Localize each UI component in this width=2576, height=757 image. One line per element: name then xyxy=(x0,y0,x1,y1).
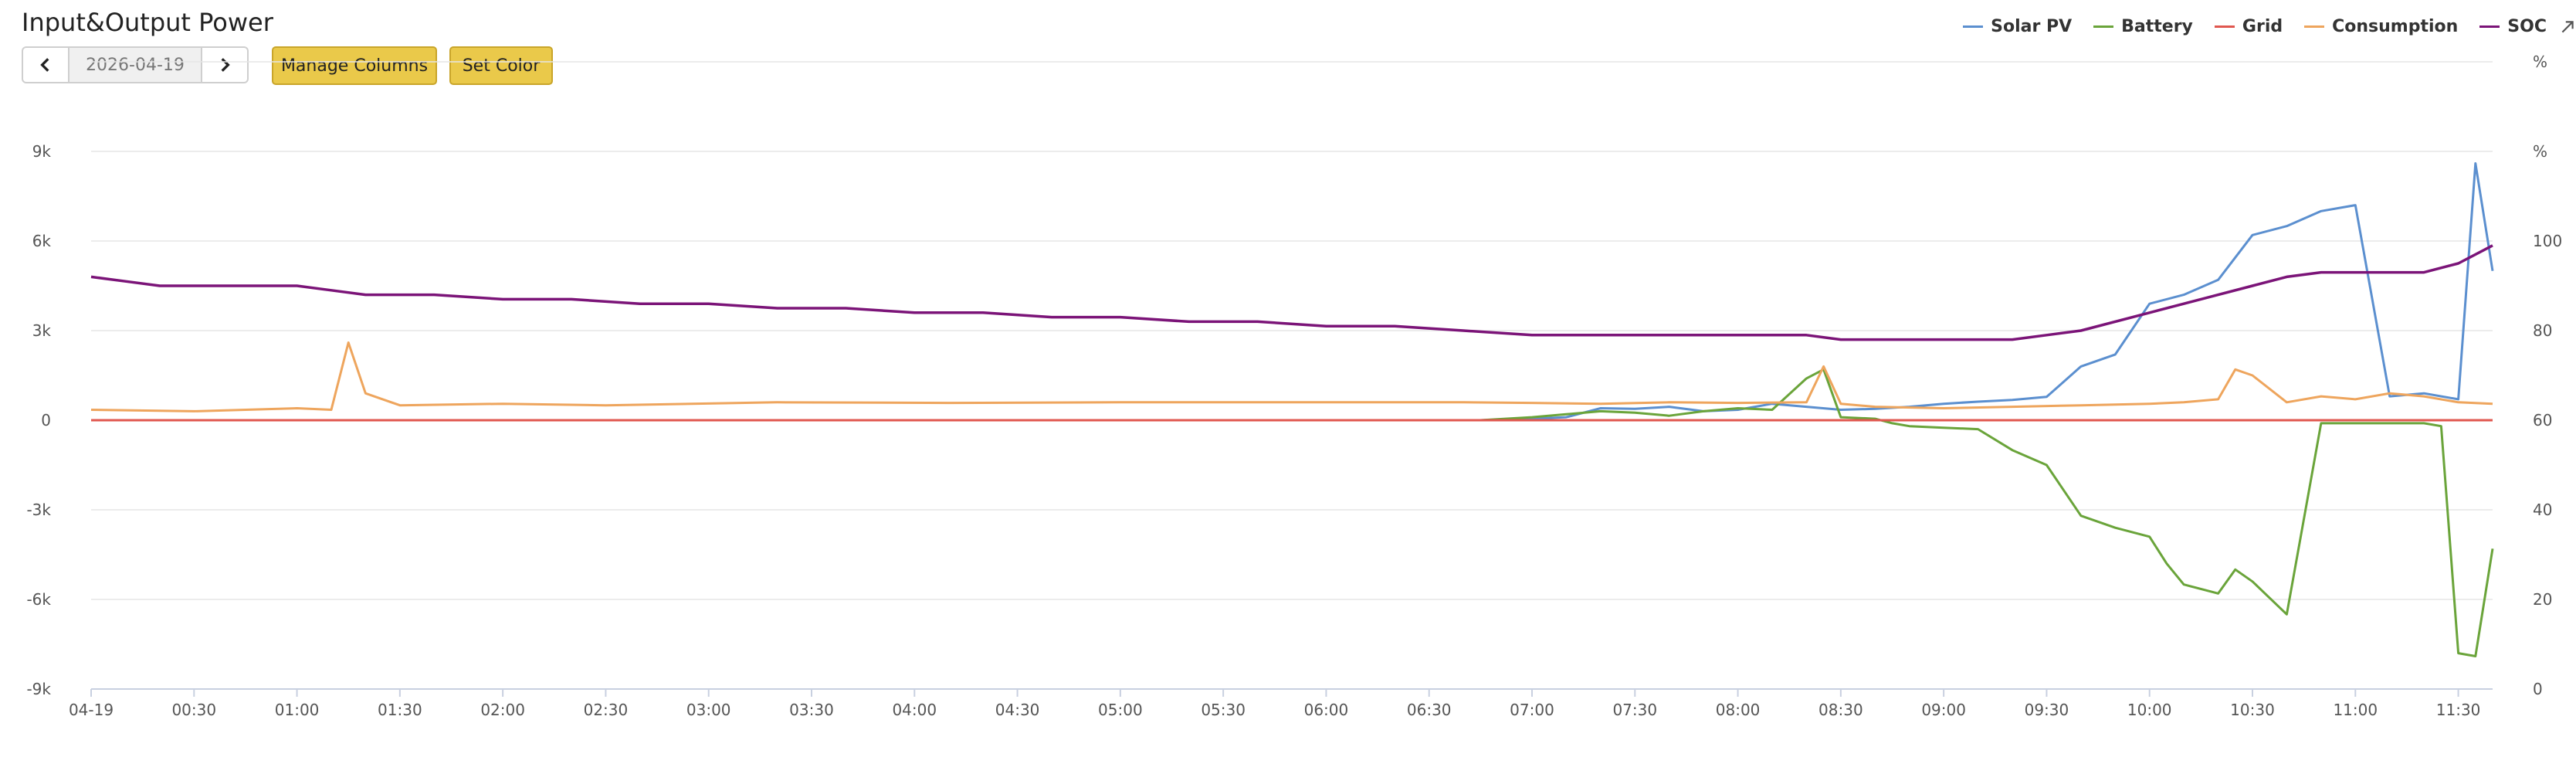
x-tick-label: 10:00 xyxy=(2127,701,2172,719)
legend-label: Grid xyxy=(2242,17,2283,36)
y-left-tick-label: -6k xyxy=(26,590,51,609)
legend-swatch xyxy=(2093,25,2114,28)
x-tick-label: 09:30 xyxy=(2025,701,2069,719)
chart-legend: Solar PV Battery Grid Consumption SOC xyxy=(1941,17,2576,36)
prev-day-button[interactable] xyxy=(22,46,69,83)
x-tick-label: 03:30 xyxy=(789,701,834,719)
x-tick-label: 01:30 xyxy=(378,701,422,719)
x-tick-label: 00:30 xyxy=(171,701,216,719)
legend-item-battery[interactable]: Battery xyxy=(2093,17,2193,36)
x-tick-label: 09:00 xyxy=(1921,701,1966,719)
series-line-consumption xyxy=(90,341,2493,412)
x-tick-label: 05:30 xyxy=(1201,701,1246,719)
y-right-tick-label: 80 xyxy=(2533,321,2552,340)
legend-label: SOC xyxy=(2507,17,2547,36)
page-title: Input&Output Power xyxy=(22,8,273,37)
legend-item-soc[interactable]: SOC xyxy=(2479,17,2547,36)
y-right-unit-label: % xyxy=(2533,142,2547,161)
y-left-tick-label: -9k xyxy=(26,680,51,698)
chevron-left-icon xyxy=(40,58,49,72)
y-right-tick-label: 100 xyxy=(2533,232,2562,250)
x-tick-label: 08:00 xyxy=(1716,701,1761,719)
x-tick-label: 01:00 xyxy=(275,701,320,719)
x-tick-label: 04:00 xyxy=(892,701,937,719)
y-left-tick-label: 9k xyxy=(32,142,52,161)
y-right-tick-label: 40 xyxy=(2533,501,2552,519)
date-navigator: 2026-04-19 xyxy=(22,46,249,85)
legend-label: Solar PV xyxy=(1991,17,2073,36)
chevron-right-icon xyxy=(221,58,230,72)
legend-swatch xyxy=(2304,25,2325,28)
series-line-battery xyxy=(91,368,2494,657)
x-tick-label: 11:00 xyxy=(2333,701,2378,719)
legend-item-solar-pv[interactable]: Solar PV xyxy=(1963,17,2072,36)
y-right-unit-label: % xyxy=(2533,53,2547,71)
legend-item-consumption[interactable]: Consumption xyxy=(2304,17,2458,36)
y-left-tick-label: -3k xyxy=(26,501,51,519)
next-day-button[interactable] xyxy=(201,46,249,83)
x-tick-label: 03:00 xyxy=(686,701,731,719)
y-right-tick-label: 60 xyxy=(2533,411,2552,429)
expand-icon[interactable] xyxy=(2559,19,2576,36)
x-tick-label: 08:30 xyxy=(1818,701,1863,719)
x-tick-label: 02:00 xyxy=(480,701,525,719)
set-color-button[interactable]: Set Color xyxy=(449,46,553,85)
legend-swatch xyxy=(2214,25,2235,28)
legend-label: Battery xyxy=(2121,17,2193,36)
x-tick-label: 07:30 xyxy=(1612,701,1657,719)
x-tick-label: 04:30 xyxy=(995,701,1040,719)
legend-label: Consumption xyxy=(2332,17,2459,36)
y-left-tick-label: 6k xyxy=(32,232,52,250)
x-tick-label: 10:30 xyxy=(2230,701,2275,719)
x-tick-label: 05:00 xyxy=(1098,701,1143,719)
y-left-tick-label: 0 xyxy=(41,411,51,429)
y-right-tick-label: 0 xyxy=(2533,680,2543,698)
y-right-tick-label: 20 xyxy=(2533,590,2552,609)
manage-columns-button[interactable]: Manage Columns xyxy=(272,46,437,85)
date-field[interactable]: 2026-04-19 xyxy=(69,46,201,83)
x-tick-label: 07:00 xyxy=(1510,701,1554,719)
legend-item-grid[interactable]: Grid xyxy=(2214,17,2283,36)
x-tick-label: 06:00 xyxy=(1304,701,1349,719)
legend-swatch xyxy=(2479,25,2500,28)
legend-swatch xyxy=(1963,25,1984,28)
x-tick-label: 02:30 xyxy=(584,701,629,719)
series-line-soc xyxy=(90,244,2493,341)
x-tick-label: 04-19 xyxy=(69,701,114,719)
x-tick-label: 11:30 xyxy=(2436,701,2481,719)
series-line-solar-pv xyxy=(91,162,2494,422)
x-tick-label: 06:30 xyxy=(1407,701,1452,719)
y-left-tick-label: 3k xyxy=(32,321,52,340)
